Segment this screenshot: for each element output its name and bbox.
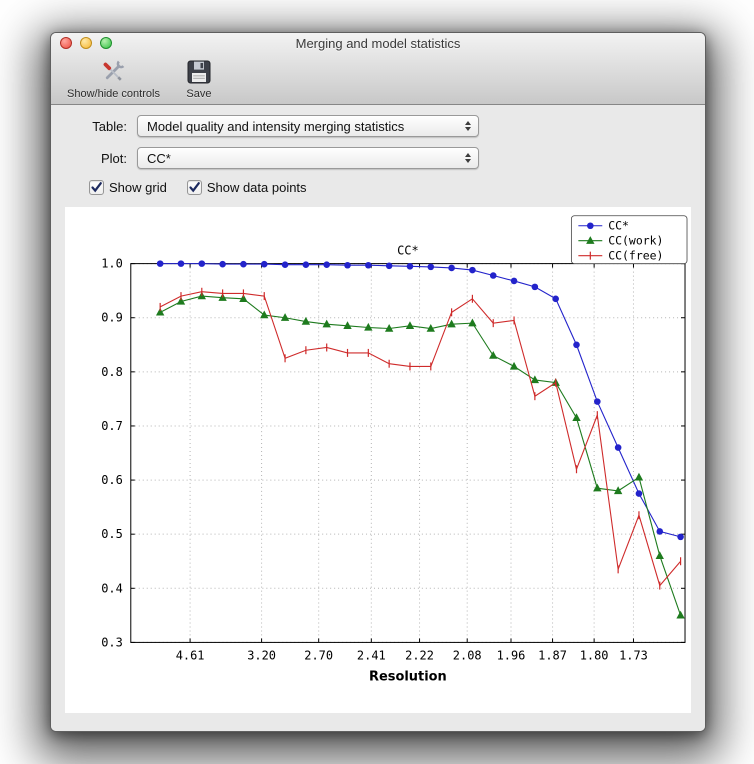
save-icon bbox=[186, 57, 212, 87]
show-grid-checkbox[interactable]: Show grid bbox=[89, 180, 167, 195]
svg-text:3.20: 3.20 bbox=[247, 648, 276, 662]
svg-text:1.0: 1.0 bbox=[101, 257, 123, 271]
svg-text:2.70: 2.70 bbox=[304, 648, 333, 662]
show-data-points-checkbox[interactable]: Show data points bbox=[186, 180, 307, 195]
show-data-points-label: Show data points bbox=[206, 180, 307, 195]
svg-text:0.3: 0.3 bbox=[101, 635, 123, 649]
svg-text:0.8: 0.8 bbox=[101, 365, 123, 379]
save-label: Save bbox=[186, 88, 212, 100]
plot-figure: 0.3 0.4 0.5 0.6 0.7 0.8 0.9 1.0 4.61 3.20 2.70 2.41… bbox=[65, 207, 691, 713]
svg-text:2.22: 2.22 bbox=[405, 648, 434, 662]
table-row: Table: Model quality and intensity mergi… bbox=[65, 115, 705, 137]
svg-text:1.96: 1.96 bbox=[497, 648, 526, 662]
show-grid-label: Show grid bbox=[109, 180, 167, 195]
close-button[interactable] bbox=[60, 37, 72, 49]
svg-text:CC(work): CC(work) bbox=[608, 234, 663, 248]
window-header: Merging and model statistics bbox=[51, 33, 705, 105]
window-title: Merging and model statistics bbox=[295, 36, 461, 51]
minimize-button[interactable] bbox=[80, 37, 92, 49]
table-label: Table: bbox=[92, 118, 127, 134]
show-hide-controls-label: Show/hide controls bbox=[67, 88, 160, 100]
save-button[interactable]: Save bbox=[186, 57, 212, 100]
checkbox-row: Show grid Show data points bbox=[89, 180, 705, 195]
figure-bg bbox=[65, 207, 691, 707]
table-select-value: Model quality and intensity merging stat… bbox=[147, 118, 405, 134]
check-icon bbox=[189, 182, 200, 193]
x-axis-label: Resolution bbox=[369, 669, 447, 684]
legend: CC*CC(work)CC(free) bbox=[570, 215, 688, 265]
popup-arrows-icon bbox=[460, 153, 475, 163]
svg-text:1.73: 1.73 bbox=[619, 648, 648, 662]
plot-select-value: CC* bbox=[147, 150, 171, 166]
window-content: Table: Model quality and intensity mergi… bbox=[51, 105, 705, 731]
svg-text:0.4: 0.4 bbox=[101, 581, 123, 595]
svg-text:0.5: 0.5 bbox=[101, 527, 123, 541]
svg-text:0.6: 0.6 bbox=[101, 473, 123, 487]
show-hide-controls-button[interactable]: Show/hide controls bbox=[67, 57, 160, 100]
plot-label: Plot: bbox=[100, 150, 127, 166]
svg-text:2.08: 2.08 bbox=[453, 648, 482, 662]
plot-row: Plot: CC* bbox=[65, 147, 705, 169]
zoom-button[interactable] bbox=[100, 37, 112, 49]
app-window: Merging and model statistics bbox=[50, 32, 706, 732]
svg-text:CC(free): CC(free) bbox=[608, 249, 663, 263]
toolbar: Show/hide controls Save bbox=[51, 54, 705, 104]
window-controls bbox=[60, 37, 112, 49]
svg-text:4.61: 4.61 bbox=[176, 648, 205, 662]
chart-title: CC* bbox=[397, 244, 419, 258]
plot-select[interactable]: CC* bbox=[137, 147, 479, 169]
popup-arrows-icon bbox=[460, 121, 475, 131]
svg-text:1.87: 1.87 bbox=[538, 648, 567, 662]
series-ccstar bbox=[156, 260, 684, 541]
titlebar[interactable]: Merging and model statistics bbox=[51, 33, 705, 54]
series-ccwork bbox=[155, 291, 685, 619]
svg-text:1.80: 1.80 bbox=[580, 648, 609, 662]
check-icon bbox=[91, 182, 102, 193]
series-ccfree bbox=[159, 287, 682, 590]
svg-text:0.7: 0.7 bbox=[101, 419, 123, 433]
axes-frame bbox=[130, 263, 686, 643]
svg-text:0.9: 0.9 bbox=[101, 311, 123, 325]
svg-text:2.41: 2.41 bbox=[357, 648, 386, 662]
tick-labels: 0.3 0.4 0.5 0.6 0.7 0.8 0.9 1.0 4.61 3.20 2.70 2.41… bbox=[101, 257, 648, 663]
tools-icon bbox=[97, 57, 129, 87]
checkbox-box bbox=[186, 180, 202, 195]
checkbox-box bbox=[89, 180, 104, 195]
chart: 0.3 0.4 0.5 0.6 0.7 0.8 0.9 1.0 4.61 3.20 2.70 2.41… bbox=[65, 207, 691, 707]
svg-text:CC*: CC* bbox=[608, 219, 629, 233]
table-select[interactable]: Model quality and intensity merging stat… bbox=[137, 115, 479, 137]
